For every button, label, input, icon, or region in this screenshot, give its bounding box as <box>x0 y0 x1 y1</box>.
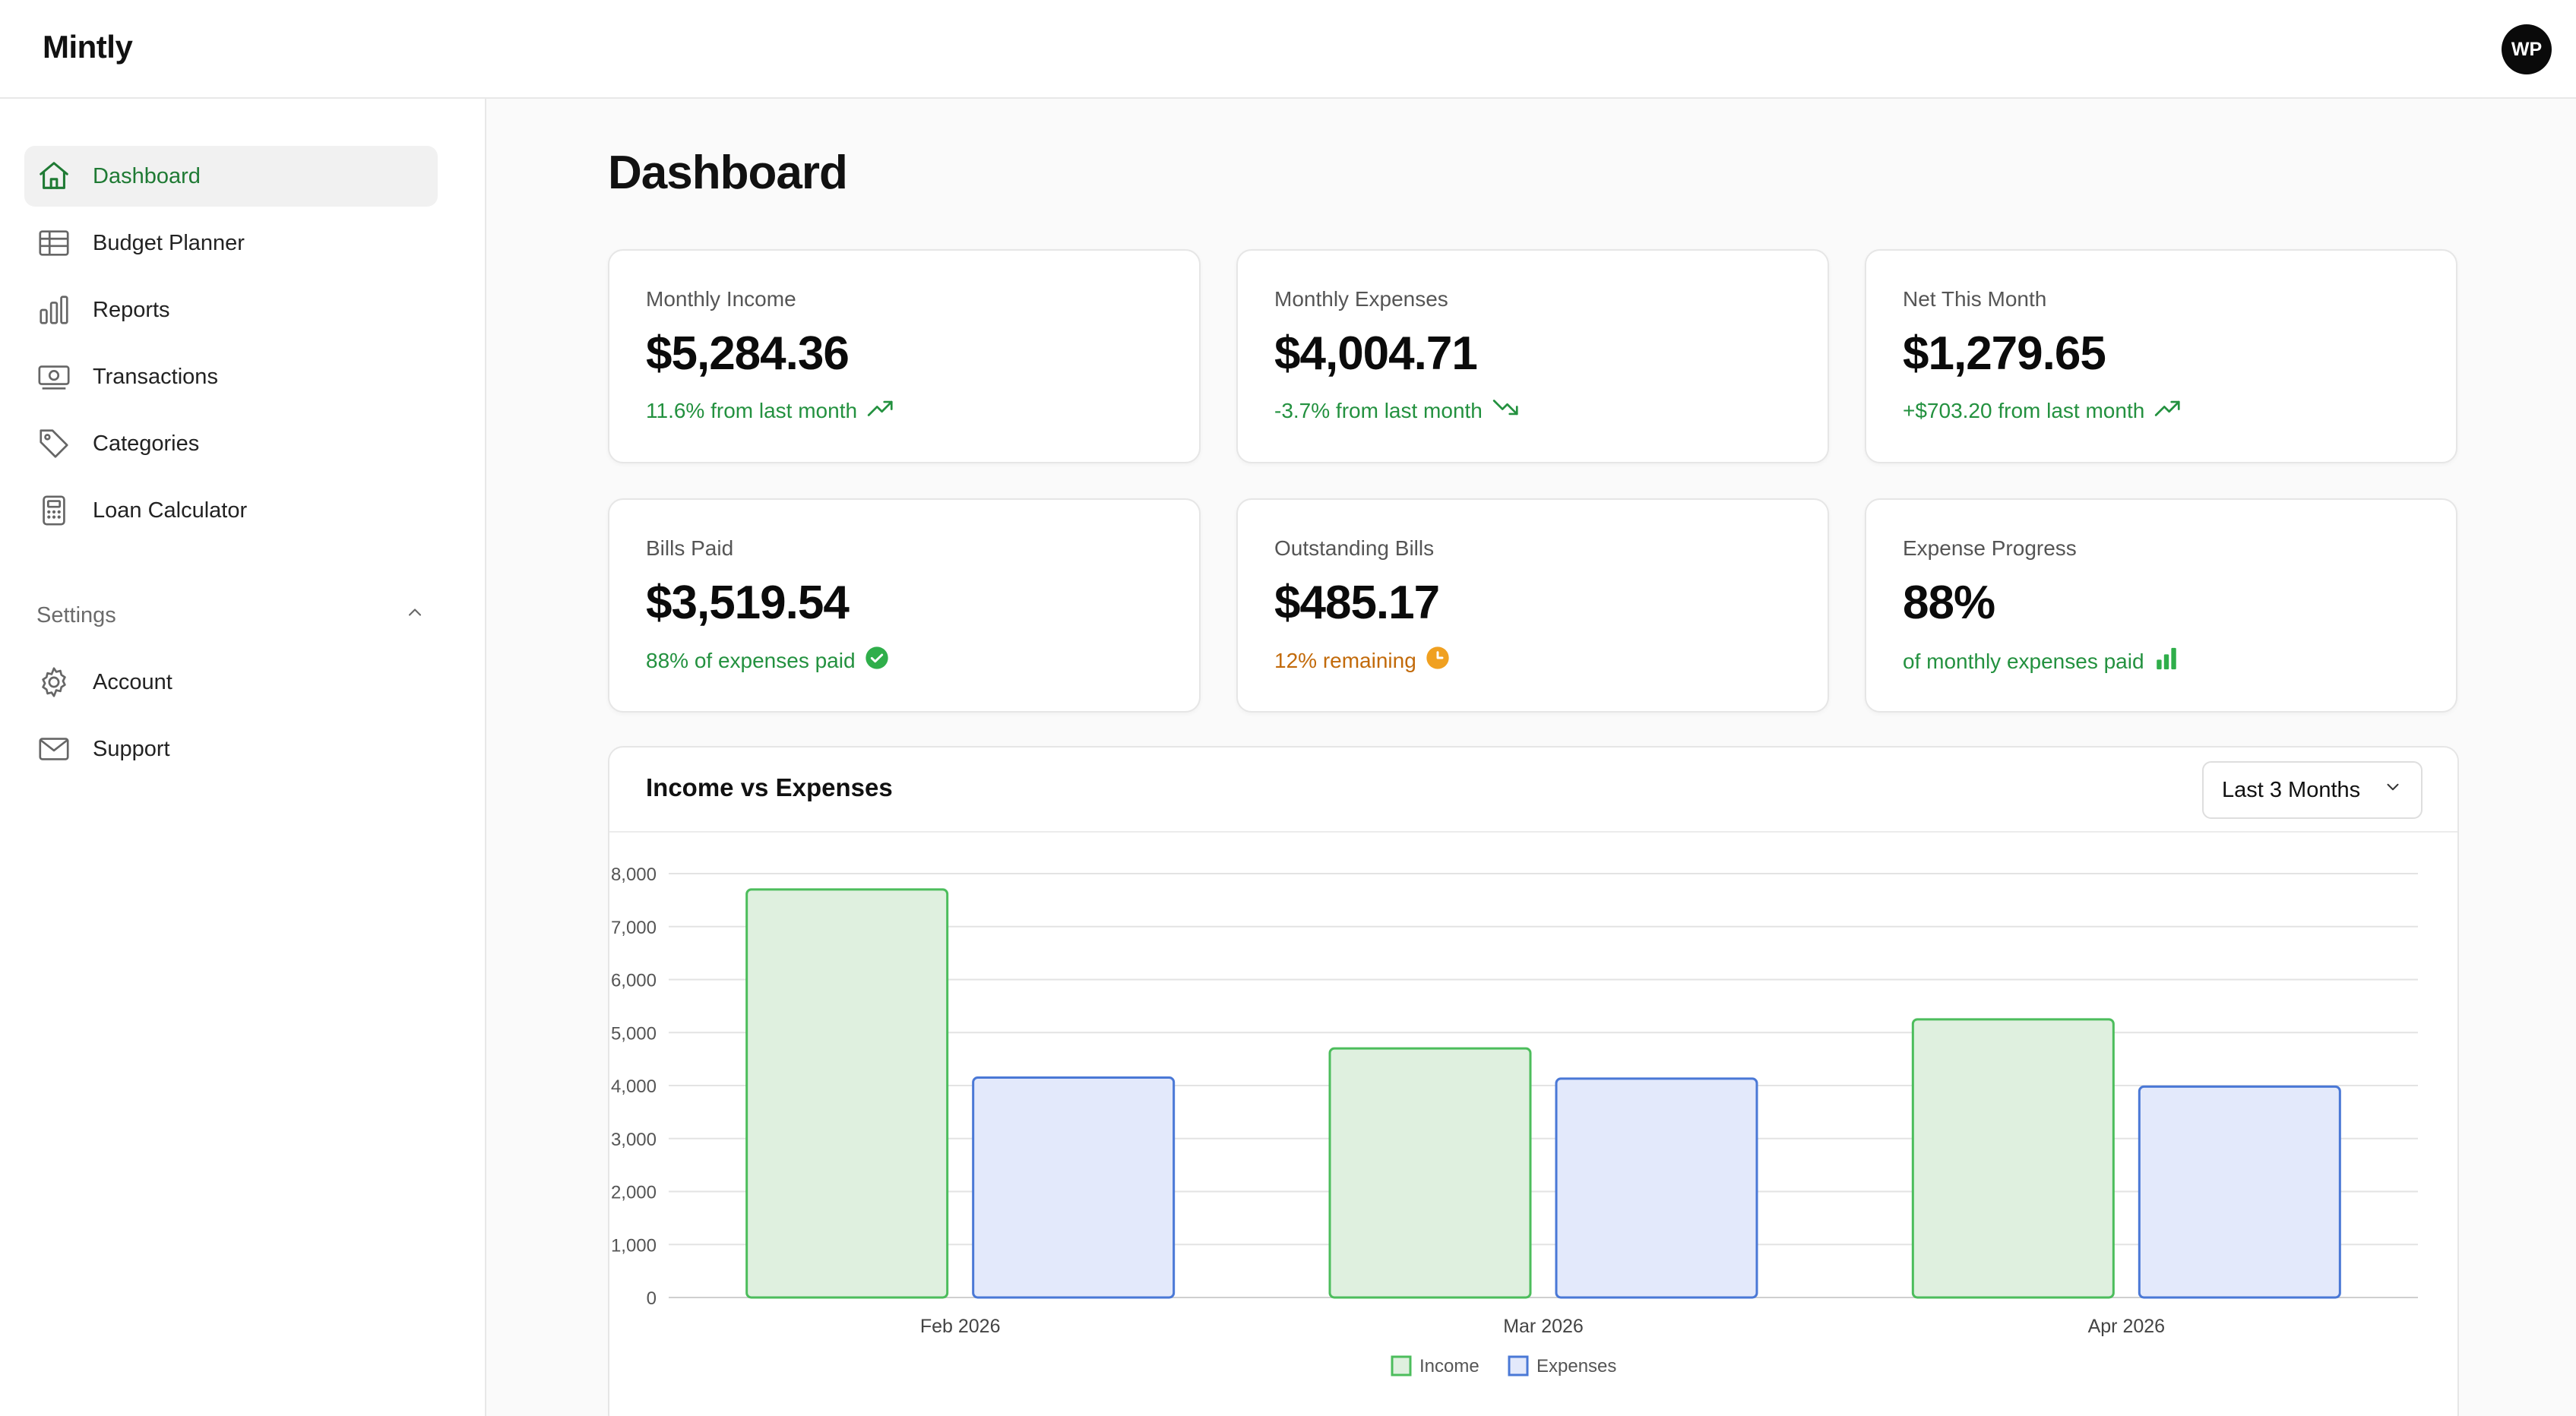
app-logo[interactable]: Mintly <box>43 29 133 65</box>
bar-expenses <box>972 1076 1176 1299</box>
legend-swatch <box>1391 1355 1412 1376</box>
sidebar-item-account[interactable]: Account <box>24 652 438 713</box>
expense-progress-card: Expense Progress 88% of monthly expenses… <box>1865 498 2457 713</box>
sidebar-item-reports[interactable]: Reports <box>24 280 438 340</box>
main-content: Dashboard Monthly Income $5,284.36 11.6%… <box>486 99 2576 1416</box>
page-title: Dashboard <box>608 147 848 199</box>
card-label: Expense Progress <box>1903 536 2077 560</box>
sidebar-item-categories[interactable]: Categories <box>24 413 438 474</box>
card-subtext: of monthly expenses paid <box>1903 646 2179 677</box>
sidebar-item-label: Categories <box>93 431 200 456</box>
user-avatar[interactable]: WP <box>2502 24 2552 74</box>
bars-icon <box>2154 646 2179 677</box>
sidebar-item-label: Dashboard <box>93 163 201 188</box>
card-value: $485.17 <box>1274 577 1440 629</box>
bar-expenses <box>1555 1077 1758 1299</box>
y-tick-label: 0 <box>647 1288 657 1309</box>
legend-swatch <box>1508 1355 1529 1376</box>
bar-expenses <box>2138 1085 2341 1299</box>
bar-chart-icon <box>36 292 71 327</box>
clock-icon <box>1426 646 1450 675</box>
sidebar-item-label: Transactions <box>93 364 218 389</box>
trend-up-icon <box>2154 397 2182 425</box>
chevron-down-icon <box>2383 777 2403 803</box>
gear-icon <box>36 665 71 700</box>
sidebar-item-dashboard[interactable]: Dashboard <box>24 146 438 207</box>
date-range-value: Last 3 Months <box>2222 777 2361 802</box>
sidebar-item-label: Reports <box>93 297 170 322</box>
chevron-up-icon <box>404 602 426 629</box>
card-subtext: +$703.20 from last month <box>1903 397 2182 425</box>
card-label: Monthly Income <box>646 287 796 311</box>
card-value: $4,004.71 <box>1274 327 1478 380</box>
card-subtext-label: 88% of expenses paid <box>646 648 856 672</box>
home-icon <box>36 159 71 194</box>
bar-income <box>1911 1018 2115 1299</box>
card-label: Outstanding Bills <box>1274 536 1435 560</box>
card-label: Net This Month <box>1903 287 2047 311</box>
sidebar-item-label: Loan Calculator <box>93 498 248 523</box>
card-subtext: 11.6% from last month <box>646 397 895 425</box>
card-subtext: -3.7% from last month <box>1274 397 1521 425</box>
x-tick-label: Apr 2026 <box>2088 1316 2165 1337</box>
card-subtext-label: +$703.20 from last month <box>1903 398 2145 422</box>
monthly-expenses-card: Monthly Expenses $4,004.71 -3.7% from la… <box>1236 249 1829 463</box>
calculator-icon <box>36 493 71 528</box>
card-subtext-label: of monthly expenses paid <box>1903 649 2144 673</box>
card-value: 88% <box>1903 577 1995 629</box>
card-subtext-label: 12% remaining <box>1274 648 1416 672</box>
settings-heading: Settings <box>36 602 116 627</box>
settings-section-toggle[interactable]: Settings <box>36 594 426 637</box>
card-label: Bills Paid <box>646 536 734 560</box>
sidebar-item-label: Budget Planner <box>93 230 245 255</box>
sidebar-item-budget-planner[interactable]: Budget Planner <box>24 213 438 273</box>
check-circle-icon <box>865 646 889 675</box>
chart-title: Income vs Expenses <box>646 773 893 801</box>
trend-down-icon <box>1492 397 1521 425</box>
legend-label: Income <box>1419 1356 1479 1376</box>
y-tick-label: 8,000 <box>611 864 657 885</box>
y-tick-label: 5,000 <box>611 1023 657 1044</box>
card-subtext-label: 11.6% from last month <box>646 398 858 422</box>
legend-label: Expenses <box>1536 1356 1616 1376</box>
y-tick-label: 4,000 <box>611 1076 657 1097</box>
y-tick-label: 7,000 <box>611 918 657 938</box>
trend-up-icon <box>866 397 895 425</box>
sidebar-item-loan-calculator[interactable]: Loan Calculator <box>24 480 438 541</box>
mail-icon <box>36 732 71 766</box>
x-tick-label: Feb 2026 <box>920 1316 1001 1337</box>
y-tick-label: 3,000 <box>611 1130 657 1150</box>
card-value: $3,519.54 <box>646 577 850 629</box>
y-tick-label: 6,000 <box>611 971 657 991</box>
tag-icon <box>36 426 71 461</box>
monthly-income-card: Monthly Income $5,284.36 11.6% from last… <box>608 249 1201 463</box>
card-label: Monthly Expenses <box>1274 287 1448 311</box>
sidebar-item-transactions[interactable]: Transactions <box>24 346 438 407</box>
table-icon <box>36 226 71 261</box>
bar-income <box>1328 1047 1532 1299</box>
y-tick-label: 2,000 <box>611 1183 657 1203</box>
bar-chart: 0 1,000 2,000 3,000 4,000 5,000 6,000 7,000 8,00… <box>611 864 2418 1376</box>
bills-paid-card: Bills Paid $3,519.54 88% of expenses pai… <box>608 498 1201 713</box>
cash-icon <box>36 359 71 394</box>
chart-header: Income vs Expenses Last 3 Months <box>609 748 2457 833</box>
date-range-select[interactable]: Last 3 Months <box>2202 761 2423 819</box>
card-value: $5,284.36 <box>646 327 850 380</box>
net-this-month-card: Net This Month $1,279.65 +$703.20 from l… <box>1865 249 2457 463</box>
income-vs-expenses-chart-card: Income vs Expenses Last 3 Months 0 1,000 2… <box>608 746 2459 1416</box>
top-bar: Mintly WP <box>0 0 2576 99</box>
y-tick-label: 1,000 <box>611 1235 657 1256</box>
x-tick-label: Mar 2026 <box>1503 1316 1584 1337</box>
outstanding-bills-card: Outstanding Bills $485.17 12% remaining <box>1236 498 1829 713</box>
card-subtext-label: -3.7% from last month <box>1274 398 1483 422</box>
card-subtext: 88% of expenses paid <box>646 646 889 675</box>
card-value: $1,279.65 <box>1903 327 2106 380</box>
bar-income <box>745 888 949 1299</box>
sidebar: Dashboard Budget Planner Reports Transac… <box>0 99 486 1416</box>
sidebar-item-support[interactable]: Support <box>24 719 438 779</box>
sidebar-item-label: Account <box>93 669 172 694</box>
sidebar-item-label: Support <box>93 736 170 761</box>
card-subtext: 12% remaining <box>1274 646 1450 675</box>
